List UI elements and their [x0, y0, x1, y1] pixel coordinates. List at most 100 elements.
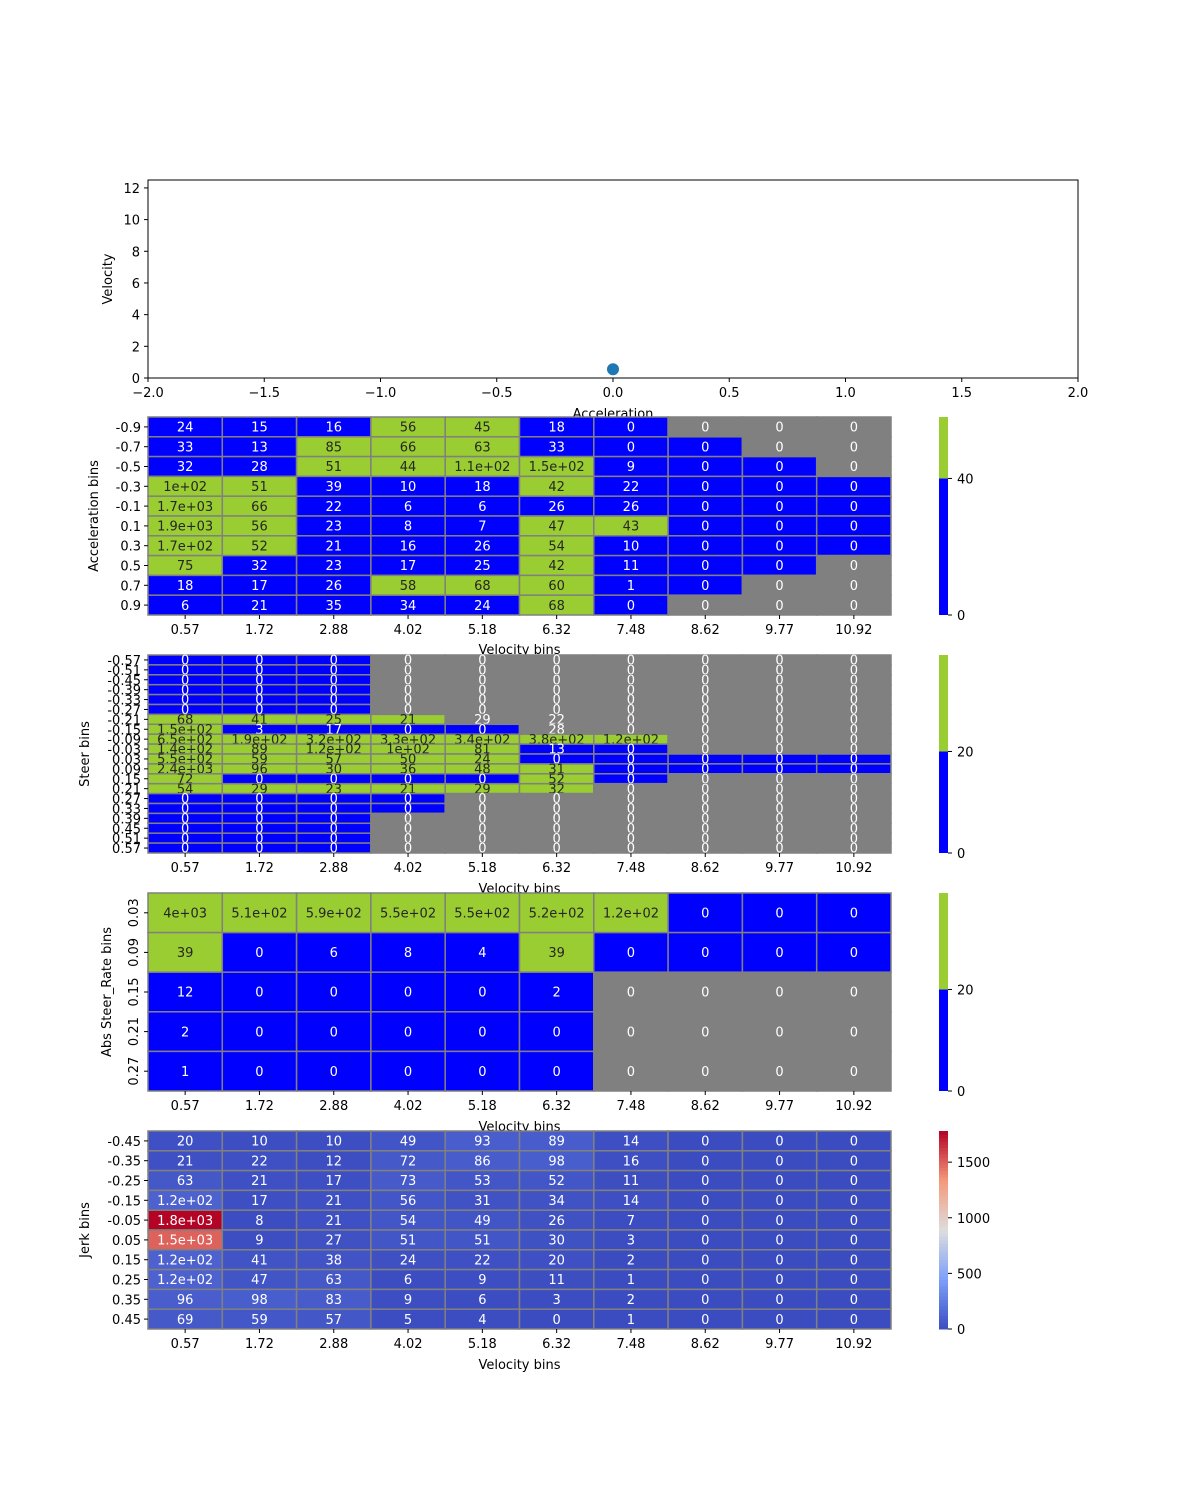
y-tick-label: 0.45 — [112, 822, 141, 837]
cell-label: 9 — [478, 1273, 486, 1288]
cell-label: 0 — [775, 500, 783, 515]
colorbar-segment — [939, 1233, 948, 1238]
colorbar-segment — [939, 1269, 948, 1274]
cell-label: 0 — [775, 693, 783, 708]
cell-label: 38 — [325, 1253, 342, 1268]
y-tick-label: 0.27 — [127, 1057, 142, 1086]
cell-label: 0 — [850, 986, 858, 1001]
cell-label: 21 — [325, 539, 342, 554]
heatmap-cell — [741, 931, 818, 973]
cell-label: 0 — [775, 683, 783, 698]
cell-label: 39 — [548, 946, 565, 961]
cell-label: 0 — [775, 743, 783, 758]
cell-label: 53 — [474, 1174, 491, 1189]
cell-label: 0 — [627, 763, 635, 778]
cell-label: 22 — [325, 500, 342, 515]
cell-label: 0 — [627, 753, 635, 768]
cell-label: 22 — [474, 1253, 491, 1268]
cell-label: 0 — [553, 683, 561, 698]
y-tick-label: -0.09 — [107, 733, 141, 748]
cell-label: 0 — [701, 906, 709, 921]
cell-label: 0 — [775, 792, 783, 807]
cell-label: 39 — [177, 946, 194, 961]
cell-label: 33 — [177, 440, 194, 455]
cell-label: 0 — [330, 832, 338, 847]
cell-label: 0 — [850, 421, 858, 436]
colorbar-low-segment — [939, 989, 948, 1091]
x-tick-label: 5.18 — [468, 861, 497, 876]
cell-label: 0 — [850, 812, 858, 827]
cell-label: 49 — [400, 1135, 417, 1150]
cell-label: 0 — [627, 812, 635, 827]
x-tick-label: 4.02 — [394, 1337, 423, 1352]
cell-label: 0 — [850, 683, 858, 698]
cell-label: 0 — [627, 440, 635, 455]
colorbar-high-segment — [939, 655, 948, 752]
cell-label: 0 — [330, 1025, 338, 1040]
cell-label: 0 — [330, 986, 338, 1001]
cell-label: 0 — [404, 654, 412, 669]
cell-label: 0 — [255, 683, 263, 698]
colorbar-segment — [939, 1203, 948, 1208]
colorbar-segment — [939, 1282, 948, 1287]
cell-label: 0 — [701, 500, 709, 515]
cell-label: 98 — [251, 1293, 268, 1308]
x-tick-label: 2.88 — [319, 1337, 348, 1352]
cell-label: 14 — [623, 1135, 640, 1150]
x-tick-label: 9.77 — [765, 623, 794, 638]
y-axis-label: Steer bins — [78, 721, 93, 787]
cell-label: 34 — [400, 599, 417, 614]
colorbar-tick-label: 1000 — [957, 1212, 990, 1227]
cell-label: 0 — [850, 579, 858, 594]
colorbar-segment — [939, 1296, 948, 1300]
cell-label: 6 — [330, 946, 338, 961]
cell-label: 0 — [478, 802, 486, 817]
colorbar-segment — [939, 1292, 948, 1297]
colorbar-tick-label: 40 — [957, 472, 974, 487]
cell-label: 0 — [701, 743, 709, 758]
x-tick-label: 10.92 — [835, 1099, 872, 1114]
cell-label: 0 — [553, 664, 561, 679]
cell-label: 16 — [325, 421, 342, 436]
y-tick-label: 0.15 — [127, 978, 142, 1007]
cell-label: 6 — [478, 1293, 486, 1308]
cell-label: 0 — [850, 1174, 858, 1189]
cell-label: 17 — [251, 579, 268, 594]
cell-label: 0 — [330, 772, 338, 787]
cell-label: 1 — [181, 1065, 189, 1080]
y-tick-label: 6 — [132, 277, 140, 292]
cell-label: 0 — [775, 1025, 783, 1040]
cell-label: 0 — [850, 1214, 858, 1229]
cell-label: 0 — [553, 842, 561, 857]
colorbar-segment — [939, 1243, 948, 1247]
cell-label: 51 — [400, 1234, 417, 1249]
cell-label: 41 — [251, 1253, 268, 1268]
y-tick-label: 0.15 — [112, 773, 141, 788]
cell-label: 0 — [627, 599, 635, 614]
cell-label: 0 — [775, 1293, 783, 1308]
cell-label: 0 — [627, 673, 635, 688]
cell-label: 0 — [478, 723, 486, 738]
cell-label: 93 — [474, 1135, 491, 1150]
cell-label: 18 — [177, 579, 194, 594]
cell-label: 0 — [627, 703, 635, 718]
colorbar-segment — [939, 1216, 948, 1221]
cell-label: 0 — [850, 500, 858, 515]
cell-label: 22 — [623, 480, 640, 495]
colorbar-segment — [939, 1325, 948, 1330]
cell-label: 0 — [701, 599, 709, 614]
cell-label: 0 — [478, 703, 486, 718]
cell-label: 0 — [181, 654, 189, 669]
cell-label: 0 — [850, 673, 858, 688]
y-tick-label: 0.33 — [112, 802, 141, 817]
cell-label: 4e+03 — [163, 906, 207, 921]
cell-label: 0 — [701, 763, 709, 778]
cell-label: 59 — [251, 1313, 268, 1328]
colorbar-segment — [939, 1302, 948, 1307]
cell-label: 0 — [330, 654, 338, 669]
cell-label: 0 — [255, 986, 263, 1001]
colorbar-segment — [939, 1177, 948, 1181]
cell-label: 0 — [181, 832, 189, 847]
cell-label: 0 — [255, 703, 263, 718]
cell-label: 35 — [325, 599, 342, 614]
